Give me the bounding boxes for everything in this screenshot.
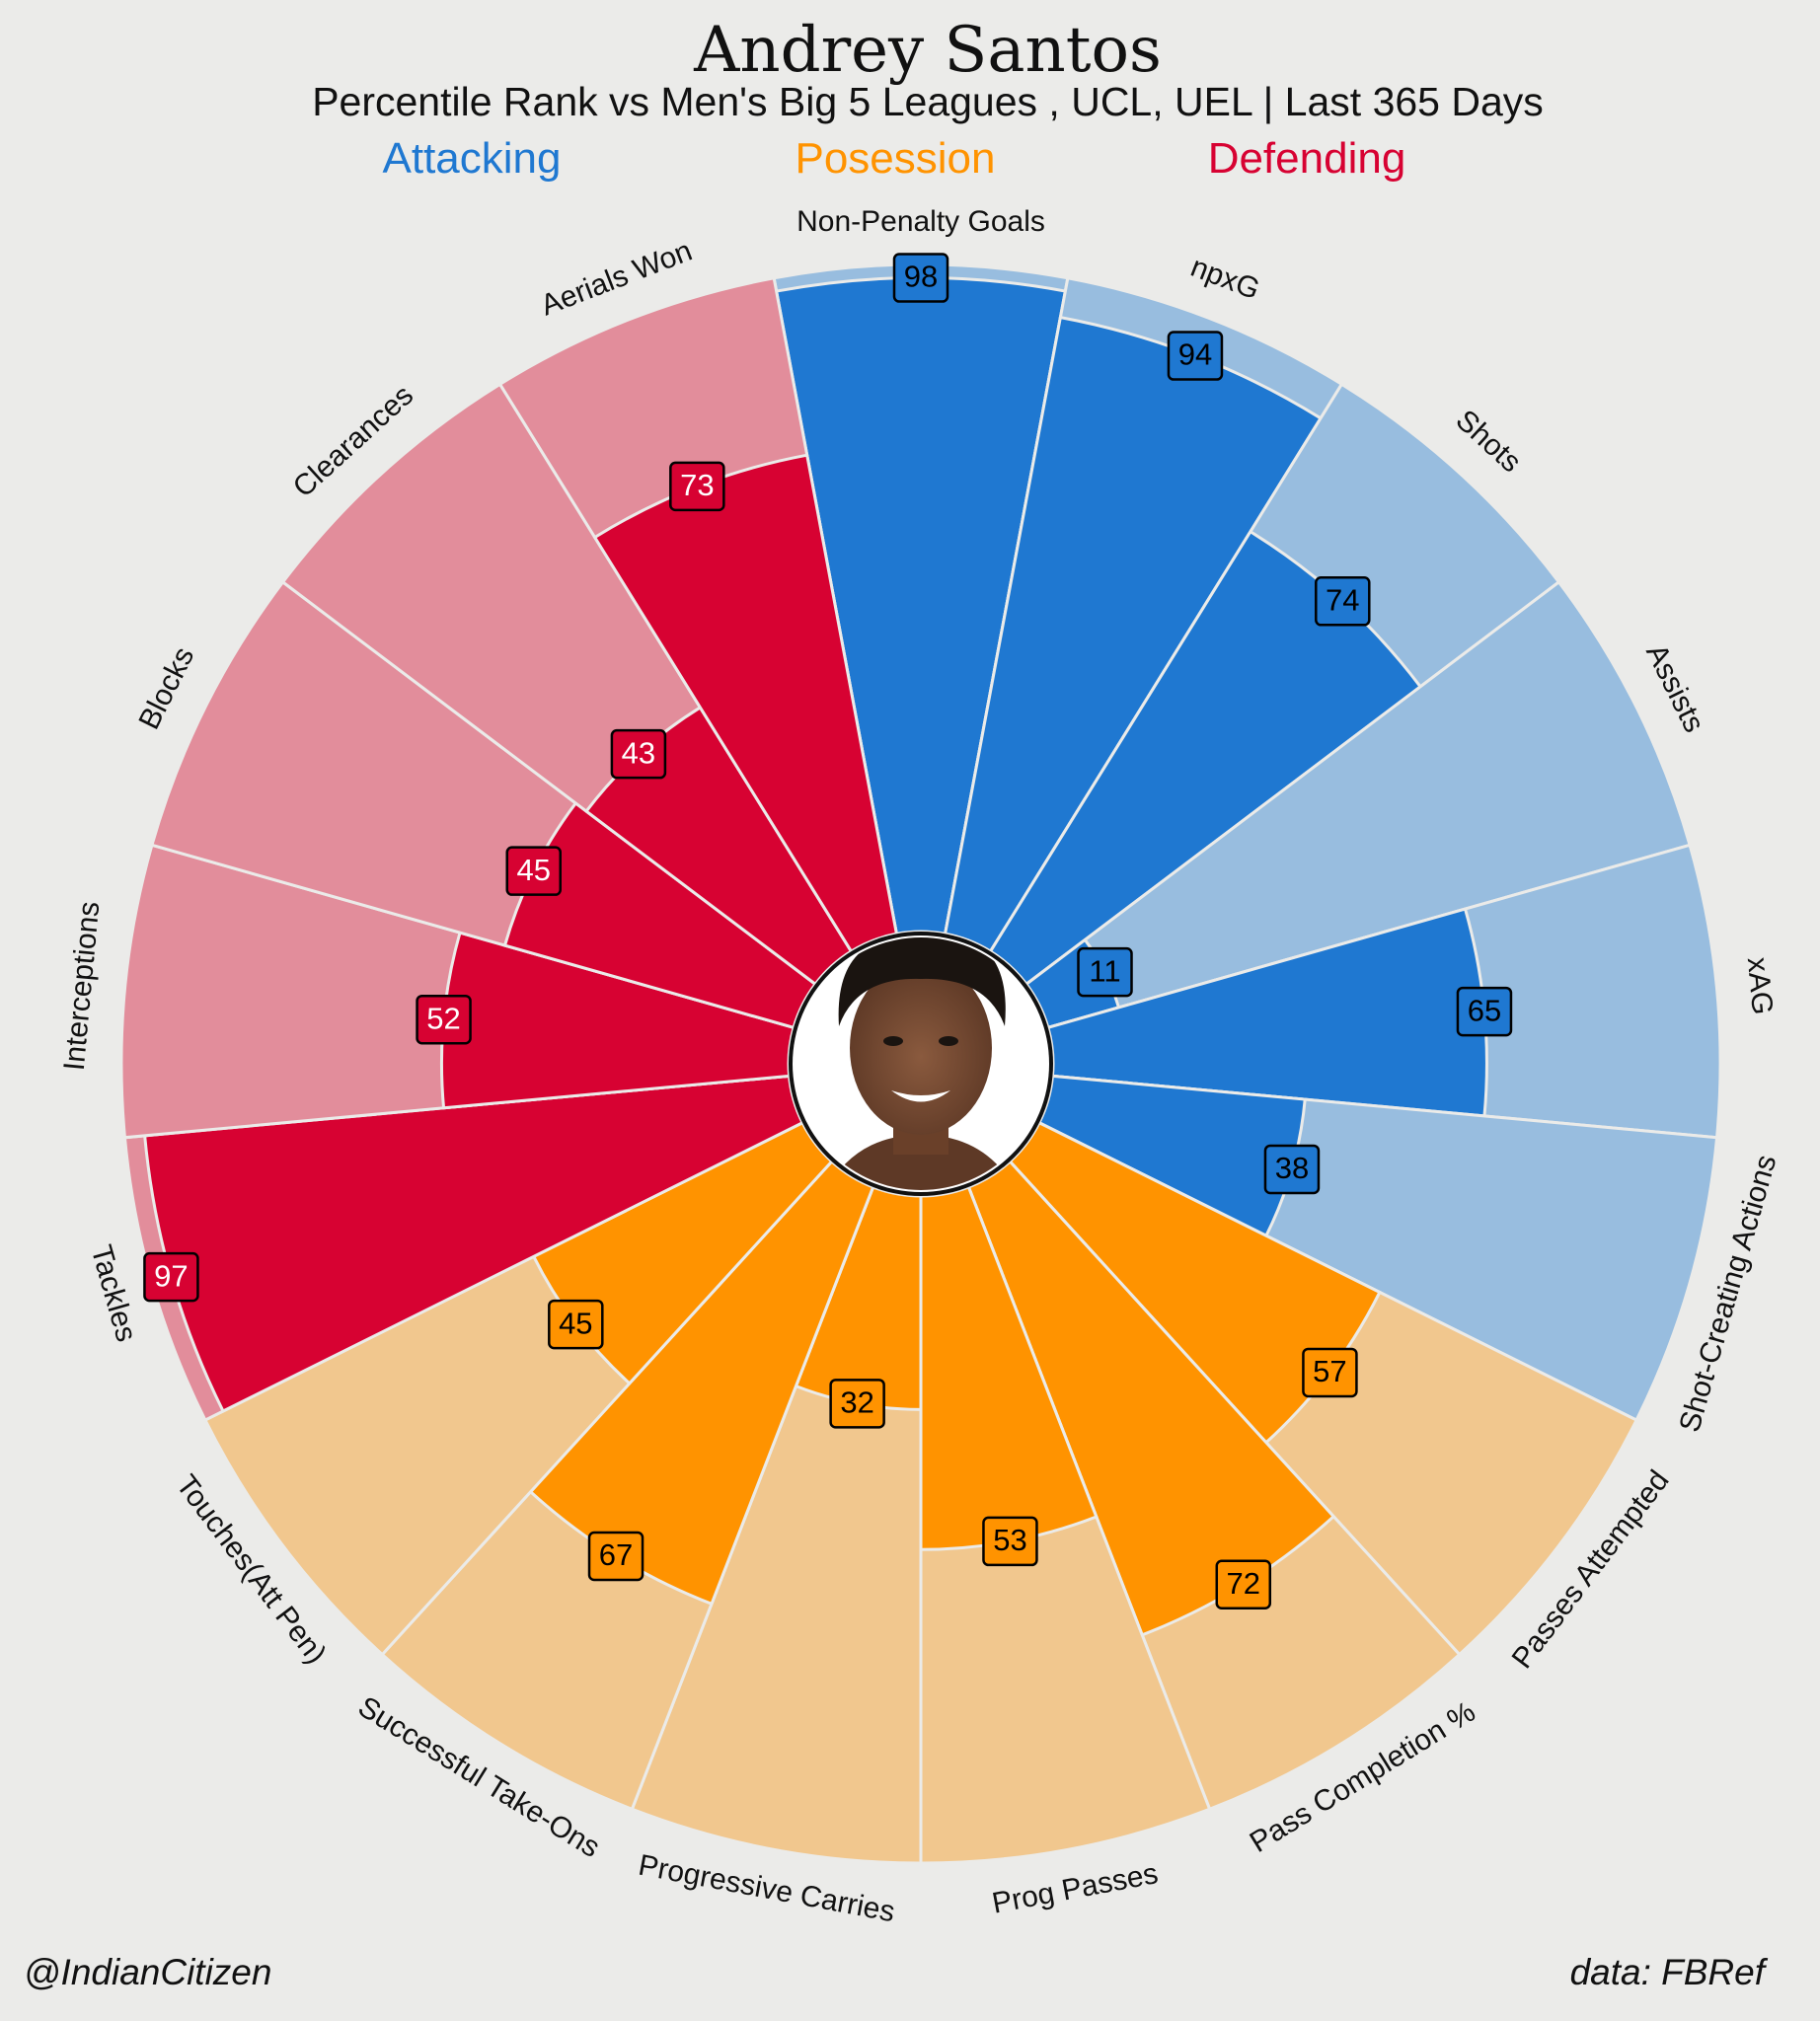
value-label-shot-creating-actions: 38: [1263, 1144, 1321, 1195]
svg-text:38: 38: [1275, 1151, 1309, 1185]
metric-label-tackles: Tackles: [84, 1241, 142, 1345]
svg-text:65: 65: [1468, 993, 1501, 1027]
metric-label-xag: xAG: [1741, 956, 1779, 1016]
chart-subtitle: Percentile Rank vs Men's Big 5 Leagues ,…: [312, 79, 1544, 124]
metric-label-npxg: npxG: [1186, 251, 1264, 307]
svg-text:45: 45: [559, 1306, 592, 1340]
category-label-defending: Defending: [1207, 134, 1406, 183]
value-label-xag: 65: [1456, 986, 1513, 1037]
value-label-aerials-won: 73: [669, 461, 725, 512]
svg-text:52: 52: [426, 1001, 460, 1035]
value-label-interceptions: 52: [416, 994, 472, 1045]
slice-pass-completion: [966, 1159, 1336, 1637]
value-label-blocks: 45: [505, 846, 562, 896]
svg-text:73: 73: [680, 468, 714, 502]
player-photo-icon: [795, 937, 1047, 1190]
chart-title: Andrey Santos: [694, 14, 1162, 87]
category-label-attacking: Attacking: [382, 134, 562, 183]
value-label-prog-passes: 53: [982, 1516, 1038, 1567]
metric-label-non-penalty-goals: Non-Penalty Goals: [796, 205, 1045, 238]
metric-label-interceptions: Interceptions: [58, 900, 107, 1072]
svg-text:98: 98: [904, 260, 938, 294]
value-label-shots: 74: [1315, 576, 1371, 627]
footer-source: data: FBRef: [1569, 1952, 1765, 1992]
svg-text:53: 53: [993, 1523, 1026, 1557]
svg-text:43: 43: [622, 735, 655, 770]
svg-text:57: 57: [1313, 1354, 1346, 1388]
svg-text:72: 72: [1227, 1566, 1260, 1601]
category-label-possession: Posession: [795, 134, 996, 183]
value-label-tackles: 97: [143, 1251, 199, 1303]
player-avatar: [789, 932, 1053, 1196]
value-label-passes-attempted: 57: [1302, 1347, 1358, 1398]
value-label-assists: 11: [1077, 946, 1133, 998]
metric-label-shots: Shots: [1450, 404, 1528, 479]
svg-text:74: 74: [1326, 582, 1359, 617]
svg-text:94: 94: [1178, 337, 1212, 372]
svg-text:97: 97: [154, 1258, 188, 1293]
metric-label-assists: Assists: [1639, 639, 1710, 738]
value-label-pass-completion: 72: [1215, 1559, 1272, 1609]
value-label-npxg: 94: [1167, 331, 1224, 381]
svg-text:45: 45: [516, 853, 550, 887]
footer-credit: @IndianCitizen: [24, 1952, 272, 1992]
value-label-clearances: 43: [610, 728, 667, 780]
metric-label-blocks: Blocks: [132, 642, 200, 735]
value-label-touches-att-pen: 45: [548, 1299, 604, 1350]
value-label-progressive-carries: 32: [829, 1379, 885, 1429]
value-label-non-penalty-goals: 98: [892, 253, 949, 303]
svg-text:32: 32: [840, 1385, 873, 1420]
metric-label-prog-passes: Prog Passes: [990, 1857, 1161, 1920]
value-label-successful-take-ons: 67: [587, 1531, 645, 1582]
svg-text:11: 11: [1089, 953, 1120, 988]
svg-text:67: 67: [599, 1537, 633, 1572]
